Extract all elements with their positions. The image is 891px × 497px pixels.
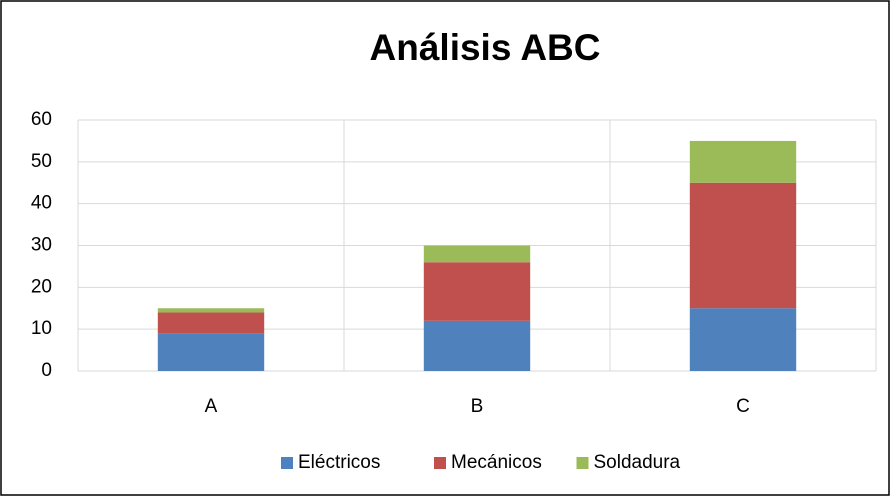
bar-segment (423, 245, 531, 263)
y-tick-label: 50 (31, 151, 52, 172)
legend-swatch (281, 457, 293, 469)
bar-segment (157, 333, 265, 371)
bar-segment (157, 308, 265, 313)
y-tick-label: 0 (41, 360, 52, 381)
y-tick-label: 60 (31, 109, 52, 130)
legend-label: Mecánicos (451, 452, 542, 473)
legend-label: Eléctricos (298, 452, 380, 473)
y-tick-label: 40 (31, 193, 52, 214)
x-tick-label: A (205, 396, 218, 417)
y-tick-label: 30 (31, 235, 52, 256)
legend-swatch (434, 457, 446, 469)
legend-swatch (576, 457, 589, 469)
bar-segment (157, 312, 265, 334)
legend-label: Soldadura (594, 452, 681, 473)
y-tick-label: 10 (31, 318, 52, 339)
y-tick-label: 20 (31, 276, 52, 297)
bar-segment (689, 182, 797, 309)
chart-title: Análisis ABC (370, 27, 601, 68)
x-tick-label: B (471, 396, 484, 417)
bar-segment (423, 262, 531, 321)
bar-segment (689, 308, 797, 371)
bar-segment (689, 140, 797, 183)
x-tick-label: C (736, 396, 750, 417)
bar-segment (423, 320, 531, 371)
